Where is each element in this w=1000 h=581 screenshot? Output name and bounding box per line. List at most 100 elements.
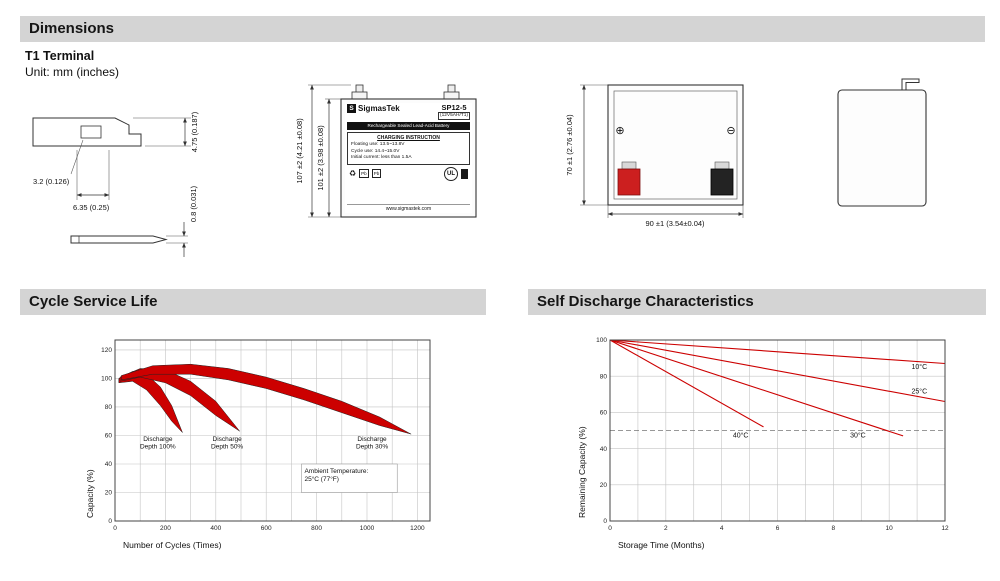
self-discharge-chart: 10°C 25°C 30°C 40°C 0 2 4 6 8 10 12 0 20 40 60 80 100 Sto… [577,337,949,550]
ul-mark-icon: UL [444,166,458,181]
x-tick-label: 1200 [410,525,425,532]
series-line [609,339,946,403]
charging-line-3: Initial current: less than 1.5A [351,155,412,161]
label-brand-row: S SigmasTek SP12-5 (12V5AH/T1) [347,104,470,120]
x-axis-label: Number of Cycles (Times) [123,540,222,550]
series-line [609,339,764,428]
label-subtitle: Rechargeable Sealed Lead-Acid Battery [347,121,470,130]
note-box-text: Ambient Temperature: [304,468,368,475]
dim-terminal-height: 4.75 (0.187) [190,111,199,152]
section-header-dimensions: Dimensions [20,16,985,42]
y-tick-label: 60 [600,410,608,417]
series-label: 10°C [912,363,928,371]
terminal-detail-drawing: 4.75 (0.187) 3.2 (0.126) 6.35 (0.25) 0.8… [32,111,199,257]
battery-case-side [837,89,927,207]
terminal-hole [80,125,102,139]
recycle-icon: ♻ [349,169,357,179]
brand-name: SigmasTek [358,104,400,113]
dim-battery-total-height: 107 ±2 (4.21 ±0.08) [295,118,304,184]
pb-icon: Pb [359,169,369,179]
charging-line-1: Floating use: 13.5~13.8V [351,142,405,148]
certification-mark-icon [461,168,468,179]
chart-annotation: Discharge [357,436,387,443]
dim-terminal-thickness: 0.8 (0.031) [189,185,198,222]
y-tick-label: 80 [105,404,113,411]
chart-annotation: Depth 100% [140,444,176,451]
note-box-text: 25°C (77°F) [304,475,338,483]
y-tick-label: 40 [105,461,113,468]
series-label: 30°C [850,432,866,440]
dim-terminal-hole: 3.2 (0.126) [33,177,70,186]
x-tick-label: 2 [664,525,668,532]
label-icons-row: ♻ Pb Pb UL [347,166,470,181]
battery-top-view-drawing: 70 ±1 (2.76 ±0.04) ⊕ ⊖ 90 ±1 (3.54±0.04) [565,84,744,228]
series-label: 40°C [733,432,749,440]
x-tick-label: 600 [261,525,272,532]
series-line [609,339,946,365]
terminal-blade-section [70,235,168,244]
x-tick-label: 8 [832,525,836,532]
band-discharge-depth-30 [121,363,412,435]
charging-title: CHARGING INSTRUCTION [377,134,440,141]
unit-note: Unit: mm (inches) [25,65,120,79]
chart-annotation: Discharge [213,436,243,443]
y-tick-label: 80 [600,373,608,380]
x-tick-label: 800 [311,525,322,532]
y-tick-label: 100 [596,337,607,344]
model-number: SP12-5 [441,103,467,112]
chart-annotation: Discharge [143,436,173,443]
chart-annotation: Depth 50% [211,444,243,451]
charging-instruction-box: CHARGING INSTRUCTION Floating use: 13.5~… [347,131,470,165]
section-header-cycle-life: Cycle Service Life [20,289,486,315]
plus-polarity-icon: ⊕ [615,125,624,137]
series-label: 25°C [912,387,928,395]
terminal-type-label: T1 Terminal [25,49,95,63]
battery-side-view-drawing [837,78,927,207]
note-box [301,463,398,493]
model-spec: (12V5AH/T1) [438,111,470,120]
charging-line-2: Cycle use: 14.4~15.0V [351,148,400,154]
battery-label: S SigmasTek SP12-5 (12V5AH/T1) Rechargea… [345,103,472,213]
negative-terminal [443,84,460,100]
model-block: SP12-5 (12V5AH/T1) [438,104,470,120]
terminal-blade-profile [901,78,920,90]
x-tick-label: 0 [608,525,612,532]
dim-battery-width: 70 ±1 (2.76 ±0.04) [565,114,574,176]
terminal-profile [32,117,142,147]
y-tick-label: 100 [101,376,112,383]
dim-battery-length: 90 ±1 (3.54±0.04) [645,219,705,228]
series-line [609,339,904,437]
y-axis-label: Remaining Capacity (%) [577,426,587,518]
plot-border [114,339,431,522]
y-tick-label: 0 [603,518,607,525]
x-axis-label: Storage Time (Months) [618,540,705,550]
chart-annotation: Depth 30% [356,444,388,451]
minus-polarity-icon: ⊖ [726,125,735,137]
y-tick-label: 120 [101,347,112,354]
y-axis-label: Capacity (%) [85,469,95,518]
y-tick-label: 20 [105,490,113,497]
y-tick-label: 40 [600,446,608,453]
plot-border [609,339,946,522]
positive-terminal [351,84,368,100]
section-header-self-discharge: Self Discharge Characteristics [528,289,986,315]
x-tick-label: 12 [941,525,949,532]
y-tick-label: 0 [108,518,112,525]
cycle-service-life-chart: 0 200 400 600 800 1000 1200 0 20 40 60 80 100 120 Disc… [85,339,431,550]
positive-terminal-red [617,161,641,196]
label-website: www.sigmastek.com [347,204,470,212]
x-tick-label: 10 [886,525,894,532]
x-tick-label: 1000 [360,525,375,532]
y-tick-label: 60 [105,433,113,440]
pb-crossed-icon: Pb [371,169,382,179]
dim-terminal-width: 6.35 (0.25) [73,203,110,212]
x-tick-label: 0 [113,525,117,532]
x-tick-label: 6 [776,525,780,532]
x-tick-label: 4 [720,525,724,532]
y-tick-label: 20 [600,482,608,489]
x-tick-label: 400 [210,525,221,532]
brand-logo-icon: S [347,104,356,113]
x-tick-label: 200 [160,525,171,532]
negative-terminal-black [710,161,734,196]
